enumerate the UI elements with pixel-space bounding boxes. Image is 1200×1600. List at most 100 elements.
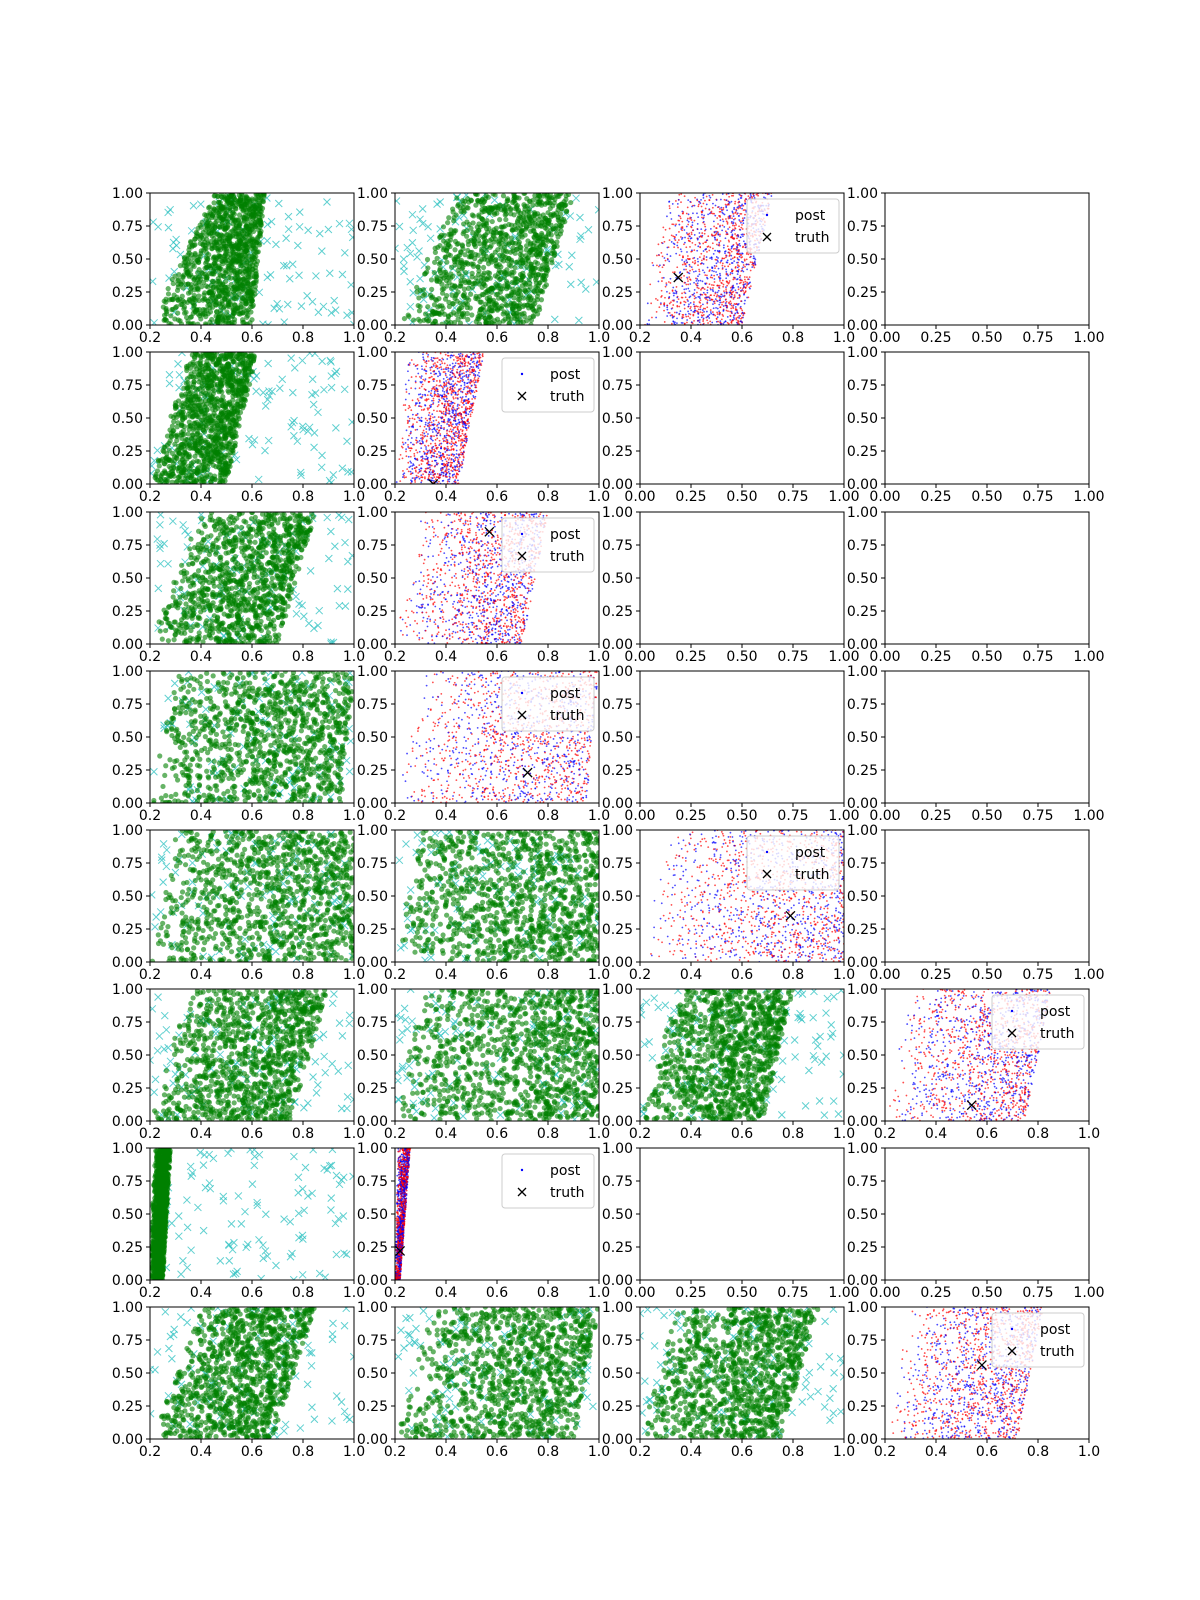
post-point <box>743 278 746 281</box>
post-point <box>740 260 743 263</box>
post-point <box>655 311 658 313</box>
post-point <box>729 286 732 289</box>
prior-marker <box>327 372 336 380</box>
prior-point <box>238 302 244 308</box>
prior-point <box>441 311 448 317</box>
prior-point <box>436 311 442 317</box>
post-point <box>711 258 713 260</box>
post-point <box>690 226 693 229</box>
post-point <box>688 263 691 266</box>
post-point <box>715 262 718 265</box>
prior-point <box>226 318 232 324</box>
prior-point <box>202 393 208 399</box>
prior-point <box>532 212 538 218</box>
prior-point <box>202 243 208 249</box>
post-point <box>712 300 715 303</box>
post-point <box>709 257 712 260</box>
prior-marker <box>303 291 311 300</box>
prior-point <box>184 375 191 382</box>
prior-marker <box>261 446 269 455</box>
post-point <box>705 258 708 261</box>
prior-point <box>215 317 222 323</box>
prior-point <box>452 247 458 253</box>
prior-point <box>226 271 233 277</box>
post-point <box>670 218 673 220</box>
prior-point <box>469 312 475 318</box>
post-point <box>716 238 719 241</box>
post-point <box>691 242 694 244</box>
post-point <box>726 233 729 236</box>
post-point <box>727 265 730 268</box>
post-point <box>725 290 728 293</box>
post-point <box>745 284 748 287</box>
post-point <box>731 291 734 294</box>
post-point <box>745 258 748 261</box>
prior-point <box>451 228 457 234</box>
post-point <box>738 315 740 317</box>
post-point <box>719 320 722 322</box>
prior-point <box>518 277 524 283</box>
post-point <box>706 319 709 322</box>
post-point <box>725 273 728 276</box>
post-point <box>671 223 674 226</box>
prior-marker <box>252 387 261 396</box>
post-point <box>753 197 756 199</box>
prior-point <box>508 235 514 241</box>
post-point <box>701 311 704 314</box>
post-point <box>730 296 733 299</box>
prior-point <box>446 303 453 310</box>
prior-point <box>470 220 476 226</box>
prior-point <box>536 304 542 310</box>
prior-point <box>429 286 435 292</box>
prior-point <box>239 309 245 316</box>
prior-point <box>216 263 222 269</box>
prior-point <box>229 382 235 388</box>
post-point <box>737 288 740 291</box>
post-point <box>721 303 723 306</box>
post-point <box>668 207 671 210</box>
prior-point <box>451 319 458 325</box>
post-point <box>696 199 699 202</box>
prior-marker <box>153 446 162 455</box>
post-point <box>676 241 679 244</box>
post-point <box>695 277 697 280</box>
prior-point <box>457 252 463 258</box>
post-point <box>744 299 746 302</box>
prior-point <box>224 195 230 201</box>
post-point <box>717 267 720 270</box>
post-point <box>702 303 704 306</box>
post-point <box>708 270 711 272</box>
prior-point <box>483 207 489 213</box>
post-point <box>683 275 685 277</box>
post-point <box>701 293 704 296</box>
post-point <box>737 207 740 210</box>
post-point <box>689 295 692 298</box>
post-point <box>740 300 742 303</box>
prior-point <box>538 247 545 254</box>
post-point <box>713 212 716 215</box>
prior-point <box>220 281 226 287</box>
prior-marker <box>331 369 339 378</box>
post-point <box>690 233 693 236</box>
prior-point <box>534 232 540 239</box>
prior-point <box>414 284 420 290</box>
prior-point <box>234 285 240 292</box>
post-point <box>726 321 729 324</box>
post-point <box>746 268 748 271</box>
post-point <box>717 223 719 225</box>
post-point <box>741 321 743 324</box>
post-point <box>668 260 671 263</box>
x-tick-label: 0.75 <box>1022 330 1053 346</box>
post-point <box>718 244 721 247</box>
post-point <box>672 292 675 294</box>
prior-marker <box>189 201 198 210</box>
post-point <box>749 261 752 263</box>
post-point <box>709 299 711 302</box>
prior-point <box>196 469 202 475</box>
prior-marker <box>267 217 276 226</box>
prior-marker <box>305 423 314 432</box>
prior-marker <box>327 478 335 484</box>
prior-marker <box>340 248 349 257</box>
prior-point <box>231 359 237 365</box>
prior-point <box>185 290 192 296</box>
